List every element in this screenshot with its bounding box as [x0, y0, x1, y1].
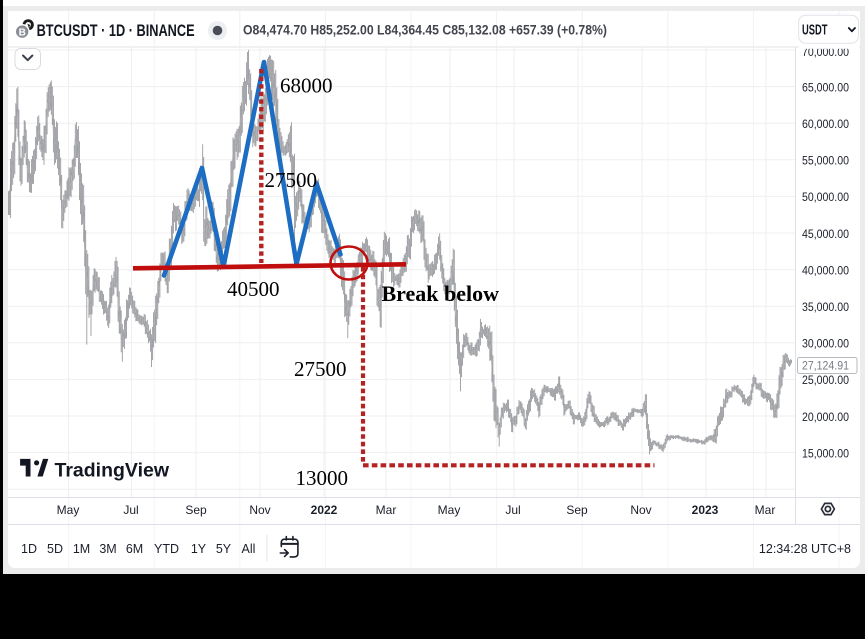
svg-text:All: All: [242, 542, 256, 556]
svg-text:5Y: 5Y: [216, 542, 232, 556]
svg-text:1D: 1D: [21, 542, 37, 556]
svg-text:USDT: USDT: [802, 22, 828, 39]
svg-text:YTD: YTD: [154, 542, 179, 556]
svg-text:Jul: Jul: [123, 503, 138, 517]
svg-text:65,000.00: 65,000.00: [802, 82, 849, 94]
svg-text:1Y: 1Y: [191, 542, 207, 556]
svg-text:Nov: Nov: [630, 503, 651, 517]
svg-text:50,000.00: 50,000.00: [802, 192, 849, 204]
svg-text:May: May: [438, 503, 461, 517]
svg-text:27500: 27500: [294, 357, 347, 381]
svg-text:27,124.91: 27,124.91: [802, 361, 849, 373]
svg-text:45,000.00: 45,000.00: [802, 229, 849, 241]
svg-text:TradingView: TradingView: [55, 460, 170, 482]
svg-text:Mar: Mar: [376, 503, 397, 517]
svg-text:Break below: Break below: [382, 281, 500, 306]
svg-text:13000: 13000: [296, 466, 349, 490]
svg-text:6M: 6M: [126, 542, 143, 556]
svg-text:35,000.00: 35,000.00: [802, 302, 849, 314]
svg-text:25,000.00: 25,000.00: [802, 375, 849, 387]
svg-text:55,000.00: 55,000.00: [802, 156, 849, 168]
svg-text:2023: 2023: [692, 503, 719, 517]
svg-text:3M: 3M: [99, 542, 116, 556]
svg-text:Mar: Mar: [755, 503, 776, 517]
svg-text:2022: 2022: [311, 503, 338, 517]
svg-text:27500: 27500: [265, 168, 318, 192]
svg-text:15,000.00: 15,000.00: [802, 448, 849, 460]
svg-text:30,000.00: 30,000.00: [802, 339, 849, 351]
svg-text:Sep: Sep: [185, 503, 207, 517]
svg-text:68000: 68000: [280, 74, 333, 98]
svg-text:5D: 5D: [47, 542, 63, 556]
svg-text:O84,474.70 H85,252.00 L84,364.: O84,474.70 H85,252.00 L84,364.45 C85,132…: [243, 22, 607, 37]
svg-text:40500: 40500: [227, 277, 280, 301]
svg-text:Nov: Nov: [249, 503, 270, 517]
svg-text:70,000.00: 70,000.00: [802, 47, 849, 59]
svg-text:40,000.00: 40,000.00: [802, 265, 849, 277]
svg-text:B: B: [19, 28, 26, 39]
svg-text:20,000.00: 20,000.00: [802, 412, 849, 424]
svg-text:BTCUSDT · 1D · BINANCE: BTCUSDT · 1D · BINANCE: [37, 21, 195, 40]
svg-text:60,000.00: 60,000.00: [802, 119, 849, 131]
svg-text:12:34:28 UTC+8: 12:34:28 UTC+8: [759, 542, 851, 556]
svg-text:May: May: [57, 503, 80, 517]
svg-text:Sep: Sep: [566, 503, 588, 517]
svg-text:1M: 1M: [73, 542, 90, 556]
svg-text:Jul: Jul: [505, 503, 520, 517]
